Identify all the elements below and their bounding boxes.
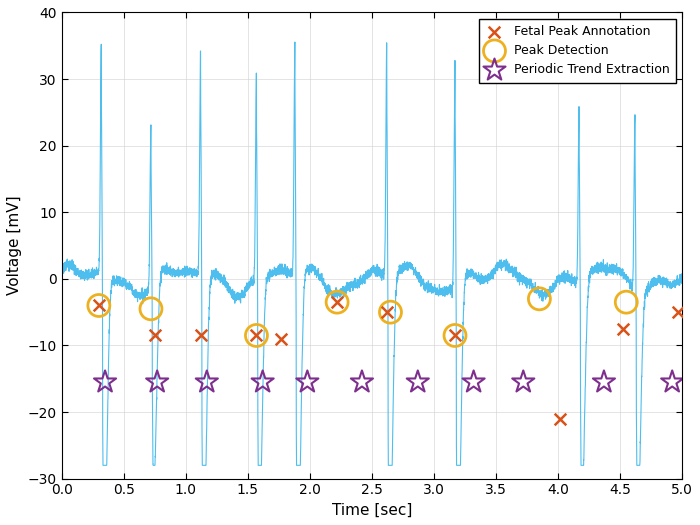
Periodic Trend Extraction	[518, 378, 529, 386]
Fetal Peak Annotation	[93, 301, 104, 310]
Fetal Peak Annotation	[276, 334, 287, 343]
Fetal Peak Annotation	[449, 331, 461, 340]
Peak Detection	[385, 308, 396, 317]
Fetal Peak Annotation	[195, 331, 206, 340]
Fetal Peak Annotation	[332, 298, 343, 307]
Periodic Trend Extraction	[412, 378, 423, 386]
Periodic Trend Extraction	[666, 378, 678, 386]
Periodic Trend Extraction	[356, 378, 368, 386]
Peak Detection	[449, 331, 461, 340]
Fetal Peak Annotation	[251, 331, 262, 340]
Fetal Peak Annotation	[617, 324, 628, 333]
Periodic Trend Extraction	[598, 378, 610, 386]
Fetal Peak Annotation	[149, 331, 160, 340]
Fetal Peak Annotation	[673, 308, 684, 317]
Peak Detection	[251, 331, 262, 340]
Periodic Trend Extraction	[201, 378, 212, 386]
Peak Detection	[332, 298, 343, 307]
Periodic Trend Extraction	[302, 378, 313, 386]
Peak Detection	[621, 298, 632, 307]
Peak Detection	[146, 304, 157, 313]
Periodic Trend Extraction	[152, 378, 163, 386]
Fetal Peak Annotation	[382, 308, 393, 317]
Periodic Trend Extraction	[468, 378, 480, 386]
Legend: Fetal Peak Annotation, Peak Detection, Periodic Trend Extraction: Fetal Peak Annotation, Peak Detection, P…	[479, 19, 676, 83]
X-axis label: Time [sec]: Time [sec]	[332, 503, 412, 518]
Fetal Peak Annotation	[555, 415, 566, 423]
Peak Detection	[534, 295, 545, 303]
Y-axis label: Voltage [mV]: Voltage [mV]	[7, 196, 22, 296]
Periodic Trend Extraction	[99, 378, 111, 386]
Peak Detection	[93, 301, 104, 310]
Periodic Trend Extraction	[257, 378, 268, 386]
